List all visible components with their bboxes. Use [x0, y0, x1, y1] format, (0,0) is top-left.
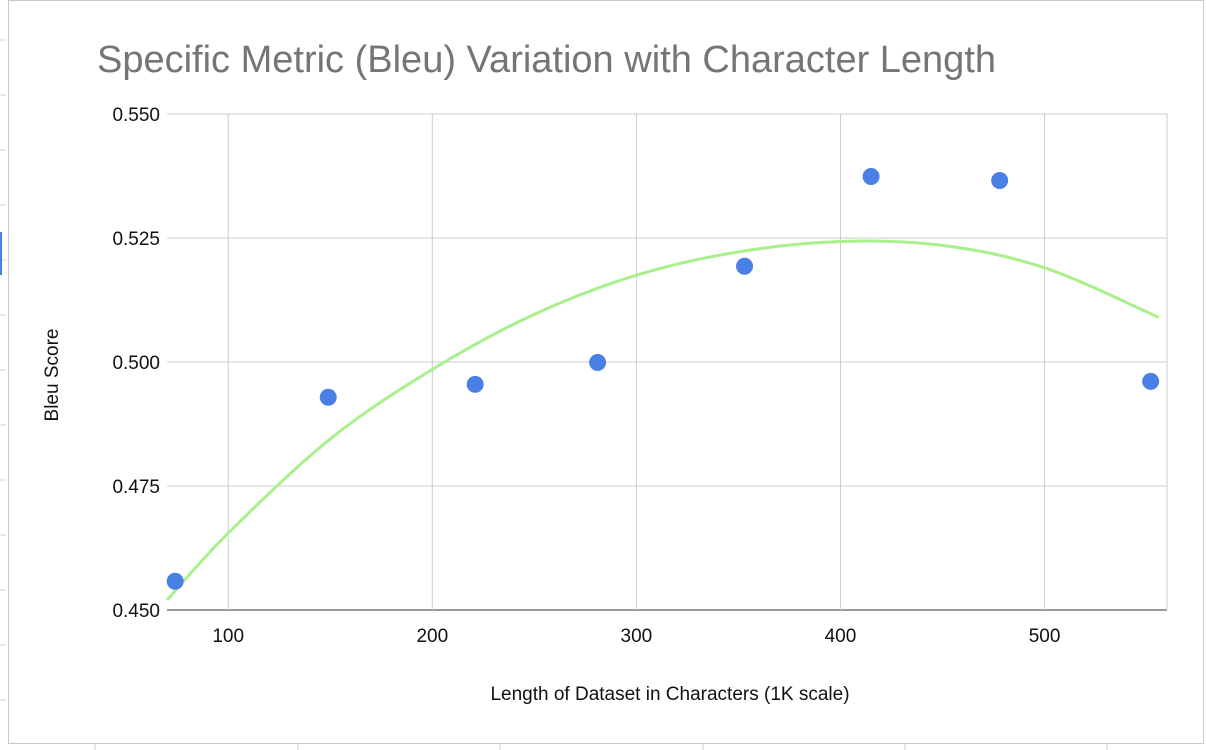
x-tick-label: 200 — [416, 626, 448, 647]
y-tick-label: 0.450 — [112, 601, 160, 622]
y-axis-title: Bleu Score — [42, 329, 63, 422]
data-point[interactable] — [466, 375, 484, 393]
tick-labels: 0.450 0.475 0.500 0.525 0.550 100 200 300 400 500 — [112, 105, 1060, 647]
data-point[interactable] — [1142, 372, 1160, 390]
frame-edge-marks — [0, 39, 1108, 750]
data-point[interactable] — [166, 572, 184, 590]
chart-frame — [8, 0, 1204, 744]
y-tick-label: 0.550 — [112, 105, 160, 126]
y-tick-label: 0.525 — [112, 229, 160, 250]
chart-title: Specific Metric (Bleu) Variation with Ch… — [97, 39, 996, 81]
x-tick-label: 500 — [1029, 626, 1061, 647]
data-point[interactable] — [736, 257, 754, 275]
x-tick-label: 400 — [825, 626, 857, 647]
points-layer — [166, 167, 1160, 590]
trendline — [165, 239, 1160, 602]
trendline-layer — [165, 239, 1160, 602]
data-point[interactable] — [991, 171, 1009, 189]
y-tick-label: 0.500 — [112, 353, 160, 374]
x-tick-label: 100 — [212, 626, 244, 647]
x-tick-label: 300 — [621, 626, 653, 647]
data-point[interactable] — [589, 353, 607, 371]
y-tick-label: 0.475 — [112, 477, 160, 498]
data-point[interactable] — [319, 388, 337, 406]
x-axis-title: Length of Dataset in Characters (1K scal… — [490, 684, 849, 705]
data-point[interactable] — [862, 167, 880, 185]
gridlines — [167, 113, 1168, 611]
